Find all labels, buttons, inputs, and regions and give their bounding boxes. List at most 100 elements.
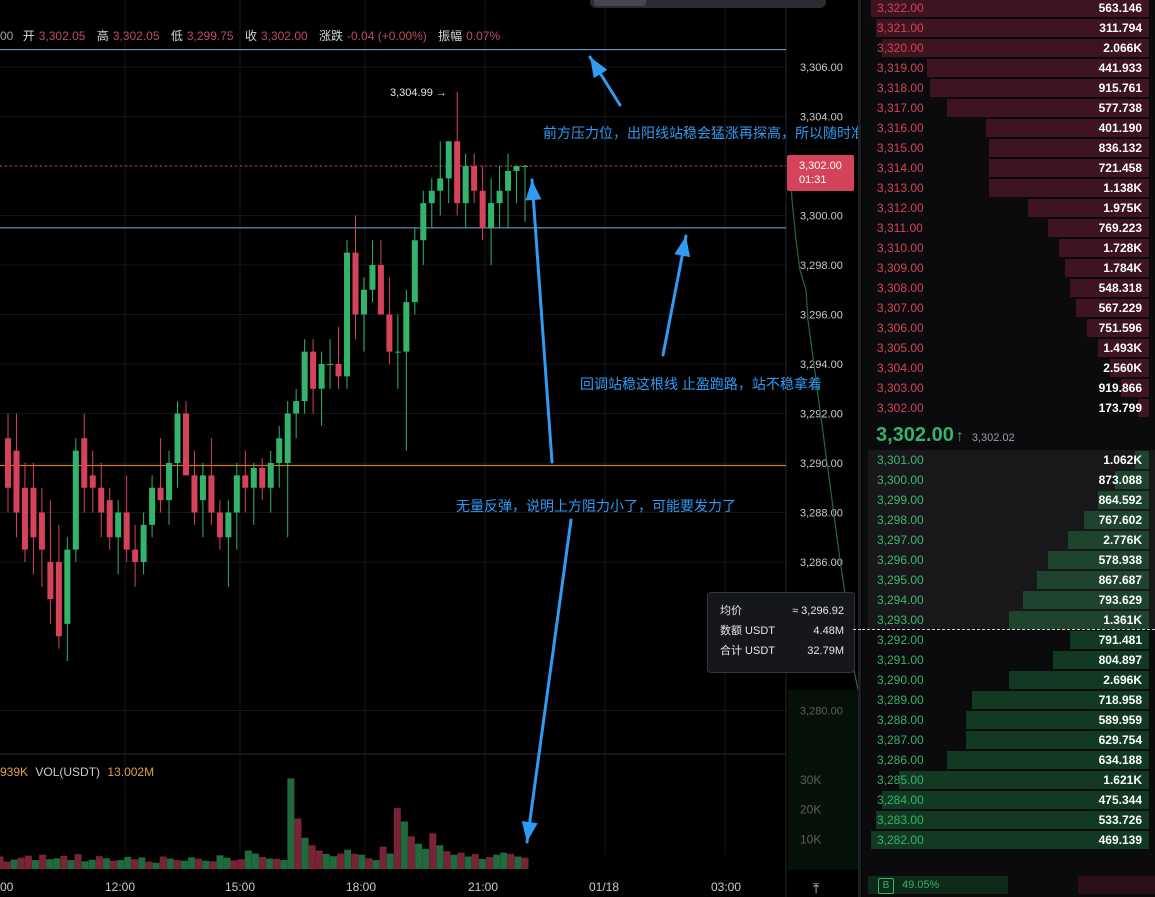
ask-row[interactable]: 3,320.00 2.066K (868, 38, 1155, 58)
ask-price: 3,310.00 (877, 241, 924, 255)
ask-quantity: 567.229 (1098, 301, 1142, 315)
candle-body (267, 463, 274, 488)
ask-depth-bar (1075, 299, 1149, 317)
ask-row[interactable]: 3,313.00 1.138K (868, 178, 1155, 198)
ask-row[interactable]: 3,305.00 1.493K (868, 338, 1155, 358)
bid-row[interactable]: 3,282.00 469.139 (868, 830, 1155, 850)
ask-row[interactable]: 3,318.00 915.761 (868, 78, 1155, 98)
bid-row[interactable]: 3,286.00 634.188 (868, 750, 1155, 770)
ask-row[interactable]: 3,307.00 567.229 (868, 298, 1155, 318)
ask-depth-bar (870, 0, 1149, 17)
candle-body (30, 487, 37, 538)
ask-depth-bar (876, 19, 1149, 37)
y-tick-label: 3,306.00 (800, 62, 843, 74)
bid-row[interactable]: 3,285.00 1.621K (868, 770, 1155, 790)
bid-price: 3,300.00 (877, 473, 924, 487)
bid-depth-bar (966, 711, 1149, 729)
top-tab-active[interactable] (594, 0, 646, 6)
volume-bar (351, 853, 359, 869)
amplitude-value: 0.07% (466, 29, 501, 43)
candle-body (445, 141, 452, 179)
bid-row[interactable]: 3,297.00 2.776K (868, 530, 1155, 550)
ohlc-prefix: 00 (0, 29, 14, 43)
volume-bar (329, 856, 337, 869)
ask-row[interactable]: 3,306.00 751.596 (868, 318, 1155, 338)
ask-price: 3,321.00 (877, 21, 924, 35)
candle-body (47, 562, 54, 600)
ask-row[interactable]: 3,315.00 836.132 (868, 138, 1155, 158)
bid-row[interactable]: 3,301.00 1.062K (868, 450, 1155, 470)
ask-price: 3,305.00 (877, 341, 924, 355)
bid-row[interactable]: 3,283.00 533.726 (868, 810, 1155, 830)
bid-row[interactable]: 3,288.00 589.959 (868, 710, 1155, 730)
bid-row[interactable]: 3,287.00 629.754 (868, 730, 1155, 750)
ask-row[interactable]: 3,312.00 1.975K (868, 198, 1155, 218)
volume-bar (407, 836, 415, 869)
ask-row[interactable]: 3,316.00 401.190 (868, 118, 1155, 138)
ask-row[interactable]: 3,317.00 577.738 (868, 98, 1155, 118)
ask-row[interactable]: 3,314.00 721.458 (868, 158, 1155, 178)
bid-row[interactable]: 3,299.00 864.592 (868, 490, 1155, 510)
ask-price: 3,316.00 (877, 121, 924, 135)
candle-body (225, 512, 232, 538)
bid-row[interactable]: 3,291.00 804.897 (868, 650, 1155, 670)
ask-depth-bar (988, 179, 1149, 197)
bid-depth-bar (946, 751, 1149, 769)
panel-divider[interactable] (858, 0, 861, 897)
volume-bar (166, 858, 174, 869)
bid-row[interactable]: 3,284.00 475.344 (868, 790, 1155, 810)
ask-row[interactable]: 3,311.00 769.223 (868, 218, 1155, 238)
bid-row[interactable]: 3,294.00 793.629 (868, 590, 1155, 610)
ask-price: 3,302.00 (877, 401, 924, 415)
ask-row[interactable]: 3,321.00 311.794 (868, 18, 1155, 38)
top-tab-bar[interactable] (590, 0, 826, 8)
volume-bar (315, 850, 323, 869)
x-tick-label: 00 (0, 880, 14, 894)
ask-row[interactable]: 3,302.00 173.799 (868, 398, 1155, 418)
candle-body (505, 170, 512, 191)
bid-quantity: 2.776K (1103, 533, 1142, 547)
bid-row[interactable]: 3,290.00 2.696K (868, 670, 1155, 690)
ask-quantity: 577.738 (1098, 101, 1142, 115)
last-price-row: 3,302.00 ↑ 3,302.02 (876, 424, 1015, 448)
bid-row[interactable]: 3,289.00 718.958 (868, 690, 1155, 710)
candle-body (259, 467, 266, 488)
bid-row[interactable]: 3,292.00 791.481 (868, 630, 1155, 650)
ask-row[interactable]: 3,310.00 1.728K (868, 238, 1155, 258)
ask-quantity: 401.190 (1098, 121, 1142, 135)
hover-level-line (862, 629, 1155, 630)
bid-row[interactable]: 3,296.00 578.938 (868, 550, 1155, 570)
ask-quantity: 563.146 (1098, 1, 1142, 15)
ask-quantity: 1.975K (1103, 201, 1142, 215)
bid-row[interactable]: 3,298.00 767.602 (868, 510, 1155, 530)
candle-body (89, 475, 96, 488)
candle-body (437, 178, 444, 191)
ask-row[interactable]: 3,308.00 548.318 (868, 278, 1155, 298)
volume-bar (287, 778, 295, 869)
ask-row[interactable]: 3,319.00 441.933 (868, 58, 1155, 78)
bid-row[interactable]: 3,300.00 873.088 (868, 470, 1155, 490)
candle-body (13, 450, 20, 513)
bid-row[interactable]: 3,293.00 1.361K (868, 610, 1155, 630)
candle-body (488, 203, 495, 228)
candle-body (38, 512, 45, 550)
ask-row[interactable]: 3,309.00 1.784K (868, 258, 1155, 278)
sell-ratio-fill (1078, 876, 1155, 894)
ask-row[interactable]: 3,303.00 919.866 (868, 378, 1155, 398)
ask-row[interactable]: 3,322.00 563.146 (868, 0, 1155, 18)
candle-body (403, 302, 410, 352)
y-tick-label: 3,300.00 (800, 211, 843, 223)
bid-depth-bar (1022, 591, 1149, 609)
auto-scale-icon[interactable]: ⤒ (813, 880, 820, 896)
bid-depth-bar (1067, 531, 1149, 549)
candle-body (233, 475, 240, 513)
candle-body (471, 166, 478, 191)
candle-body (115, 512, 122, 538)
bid-price: 3,301.00 (877, 453, 924, 467)
bid-row[interactable]: 3,295.00 867.687 (868, 570, 1155, 590)
chart-panel[interactable]: 3,306.00 3,304.00 3,302.00 3,300.00 3,298.00… (0, 0, 858, 897)
ask-row[interactable]: 3,304.00 2.560K (868, 358, 1155, 378)
ask-price: 3,320.00 (877, 41, 924, 55)
candle-body (242, 475, 249, 488)
volume-bar (415, 843, 423, 869)
